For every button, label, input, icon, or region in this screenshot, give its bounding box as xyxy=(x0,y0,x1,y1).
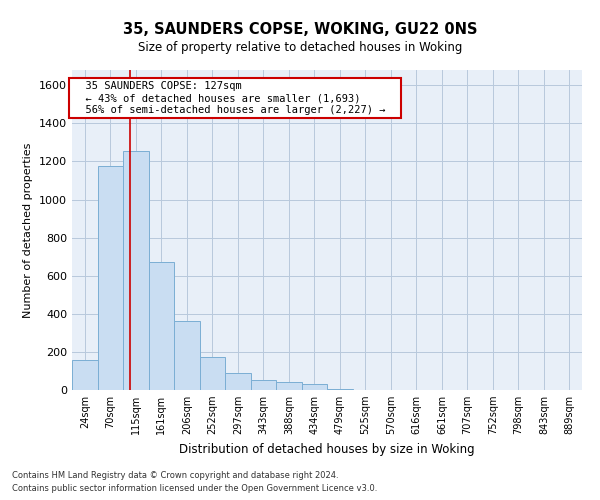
Bar xyxy=(123,151,149,390)
Y-axis label: Number of detached properties: Number of detached properties xyxy=(23,142,34,318)
Text: Contains public sector information licensed under the Open Government Licence v3: Contains public sector information licen… xyxy=(12,484,377,493)
Bar xyxy=(98,166,123,390)
Text: 35 SAUNDERS COPSE: 127sqm  
  ← 43% of detached houses are smaller (1,693)  
  5: 35 SAUNDERS COPSE: 127sqm ← 43% of detac… xyxy=(73,82,398,114)
Bar xyxy=(225,373,251,390)
Bar xyxy=(251,380,276,390)
Bar xyxy=(302,384,327,390)
X-axis label: Distribution of detached houses by size in Woking: Distribution of detached houses by size … xyxy=(179,442,475,456)
Bar xyxy=(327,389,353,390)
Bar xyxy=(72,360,98,390)
Text: Size of property relative to detached houses in Woking: Size of property relative to detached ho… xyxy=(138,41,462,54)
Text: 35, SAUNDERS COPSE, WOKING, GU22 0NS: 35, SAUNDERS COPSE, WOKING, GU22 0NS xyxy=(123,22,477,38)
Text: Contains HM Land Registry data © Crown copyright and database right 2024.: Contains HM Land Registry data © Crown c… xyxy=(12,470,338,480)
Bar xyxy=(149,262,174,390)
Bar xyxy=(276,382,302,390)
Bar xyxy=(174,322,200,390)
Bar xyxy=(200,356,225,390)
